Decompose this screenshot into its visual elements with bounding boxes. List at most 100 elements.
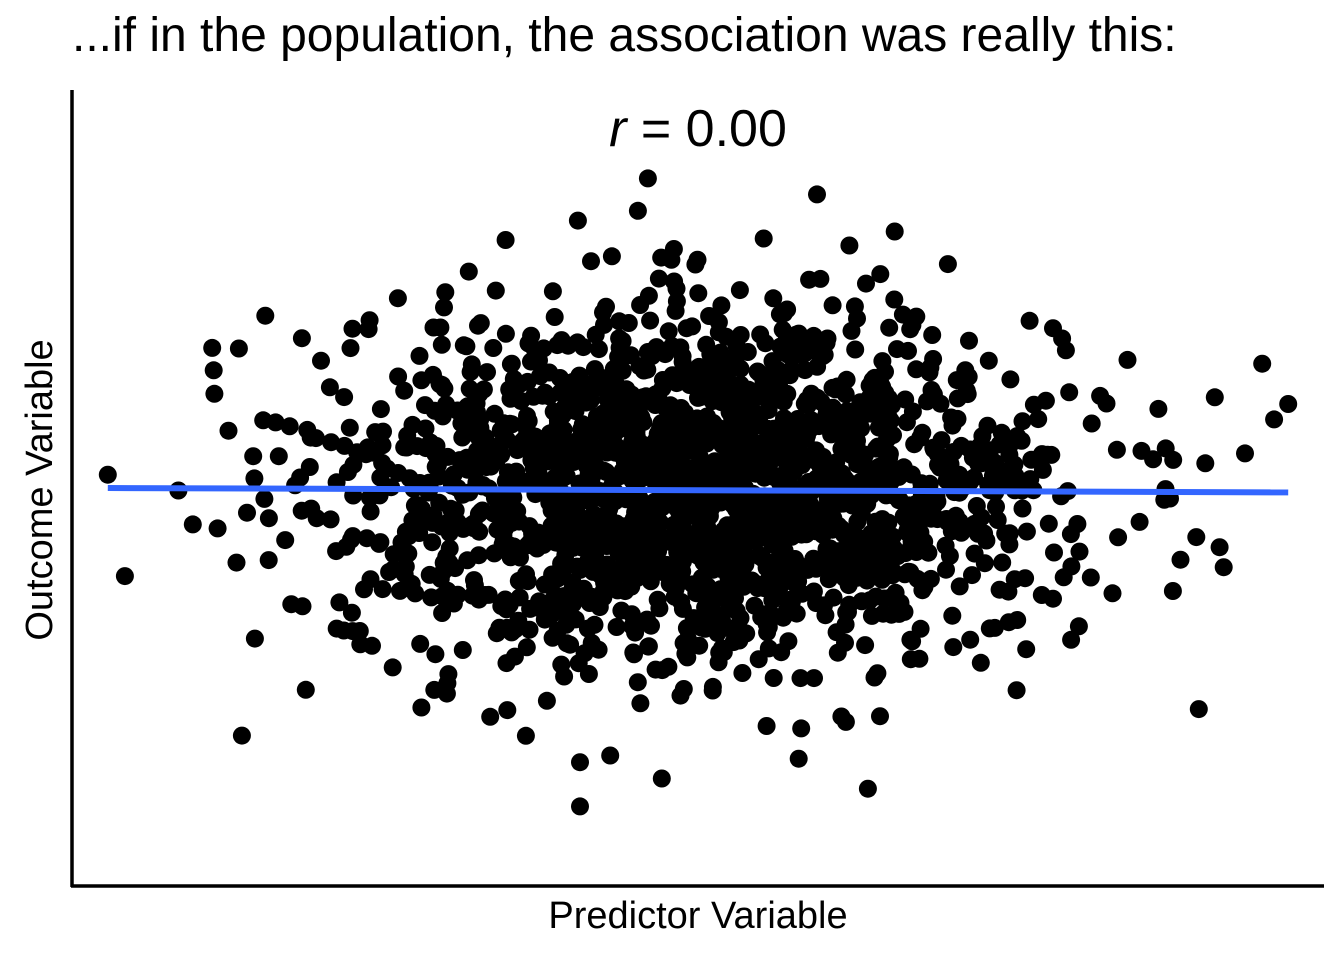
data-point [963, 566, 981, 585]
data-point [370, 534, 389, 553]
data-point [732, 524, 751, 542]
data-point [245, 629, 264, 648]
data-point [537, 691, 556, 710]
data-point [992, 423, 1011, 442]
data-point [428, 456, 447, 475]
data-point [938, 255, 957, 274]
data-point [815, 345, 834, 364]
data-point [342, 530, 360, 549]
data-point [506, 620, 525, 639]
data-point [921, 358, 940, 377]
data-point [504, 369, 523, 388]
data-point [1032, 586, 1051, 604]
data-point [1056, 341, 1075, 360]
data-point [282, 595, 301, 614]
data-point [880, 318, 899, 337]
data-point [1006, 467, 1025, 485]
data-point [910, 649, 929, 668]
data-point [990, 580, 1009, 599]
data-point [1013, 499, 1032, 518]
data-point [698, 542, 717, 561]
data-point [796, 520, 815, 539]
data-point [568, 211, 587, 230]
data-point [343, 319, 362, 338]
data-point [183, 515, 202, 534]
data-point [471, 410, 490, 429]
data-point [650, 446, 669, 465]
data-point [518, 372, 537, 391]
data-point [898, 520, 917, 539]
data-point [665, 272, 684, 291]
data-point [754, 229, 773, 248]
data-point [351, 635, 370, 654]
data-point [1236, 444, 1254, 463]
data-point [516, 726, 535, 745]
data-point [1205, 388, 1224, 407]
data-point [595, 573, 614, 592]
data-point [486, 281, 505, 300]
data-point [792, 719, 811, 738]
data-point [410, 346, 429, 365]
data-point [1214, 558, 1233, 577]
data-point [857, 274, 875, 293]
data-point [651, 513, 670, 532]
data-point [653, 371, 672, 389]
data-point [467, 394, 486, 413]
data-point [646, 431, 665, 450]
data-point [711, 559, 730, 578]
data-point [327, 542, 346, 561]
data-point [444, 594, 463, 613]
data-point [905, 435, 924, 454]
data-point [504, 488, 523, 507]
data-point [400, 469, 419, 488]
data-point [552, 524, 571, 543]
data-point [778, 345, 797, 364]
data-point [545, 308, 564, 326]
data-point [730, 281, 749, 300]
data-point [936, 536, 955, 555]
data-point [652, 769, 671, 788]
data-point [902, 465, 921, 484]
data-point [733, 664, 752, 682]
data-point [859, 543, 878, 562]
data-point [490, 618, 509, 637]
data-point [448, 513, 467, 531]
data-point [1036, 391, 1055, 410]
data-point [1069, 617, 1088, 636]
data-point [594, 588, 613, 607]
data-point [453, 641, 472, 659]
data-point [546, 585, 564, 604]
data-point [918, 392, 936, 411]
data-point [835, 525, 853, 544]
data-point [638, 169, 657, 188]
data-point [625, 645, 643, 664]
data-point [842, 553, 861, 572]
data-point [554, 420, 573, 439]
data-point [276, 531, 295, 550]
data-point [458, 551, 477, 570]
data-point [871, 707, 889, 726]
data-point [412, 698, 431, 717]
data-point [805, 451, 824, 470]
data-point [491, 496, 510, 515]
data-point [460, 483, 479, 502]
data-point [908, 569, 927, 588]
data-point [1103, 584, 1122, 603]
data-point [571, 797, 589, 816]
data-point [736, 555, 755, 574]
data-point [828, 643, 847, 662]
data-point [341, 339, 360, 358]
data-point [478, 363, 496, 382]
data-point [796, 361, 814, 380]
data-point [1107, 440, 1126, 459]
data-point [613, 557, 632, 576]
data-point [1033, 445, 1051, 464]
data-point [713, 492, 732, 511]
data-point [663, 398, 682, 417]
data-point [730, 631, 749, 650]
data-point [639, 286, 658, 305]
data-point [1045, 543, 1063, 562]
data-point [1013, 412, 1032, 431]
data-point [804, 582, 823, 601]
